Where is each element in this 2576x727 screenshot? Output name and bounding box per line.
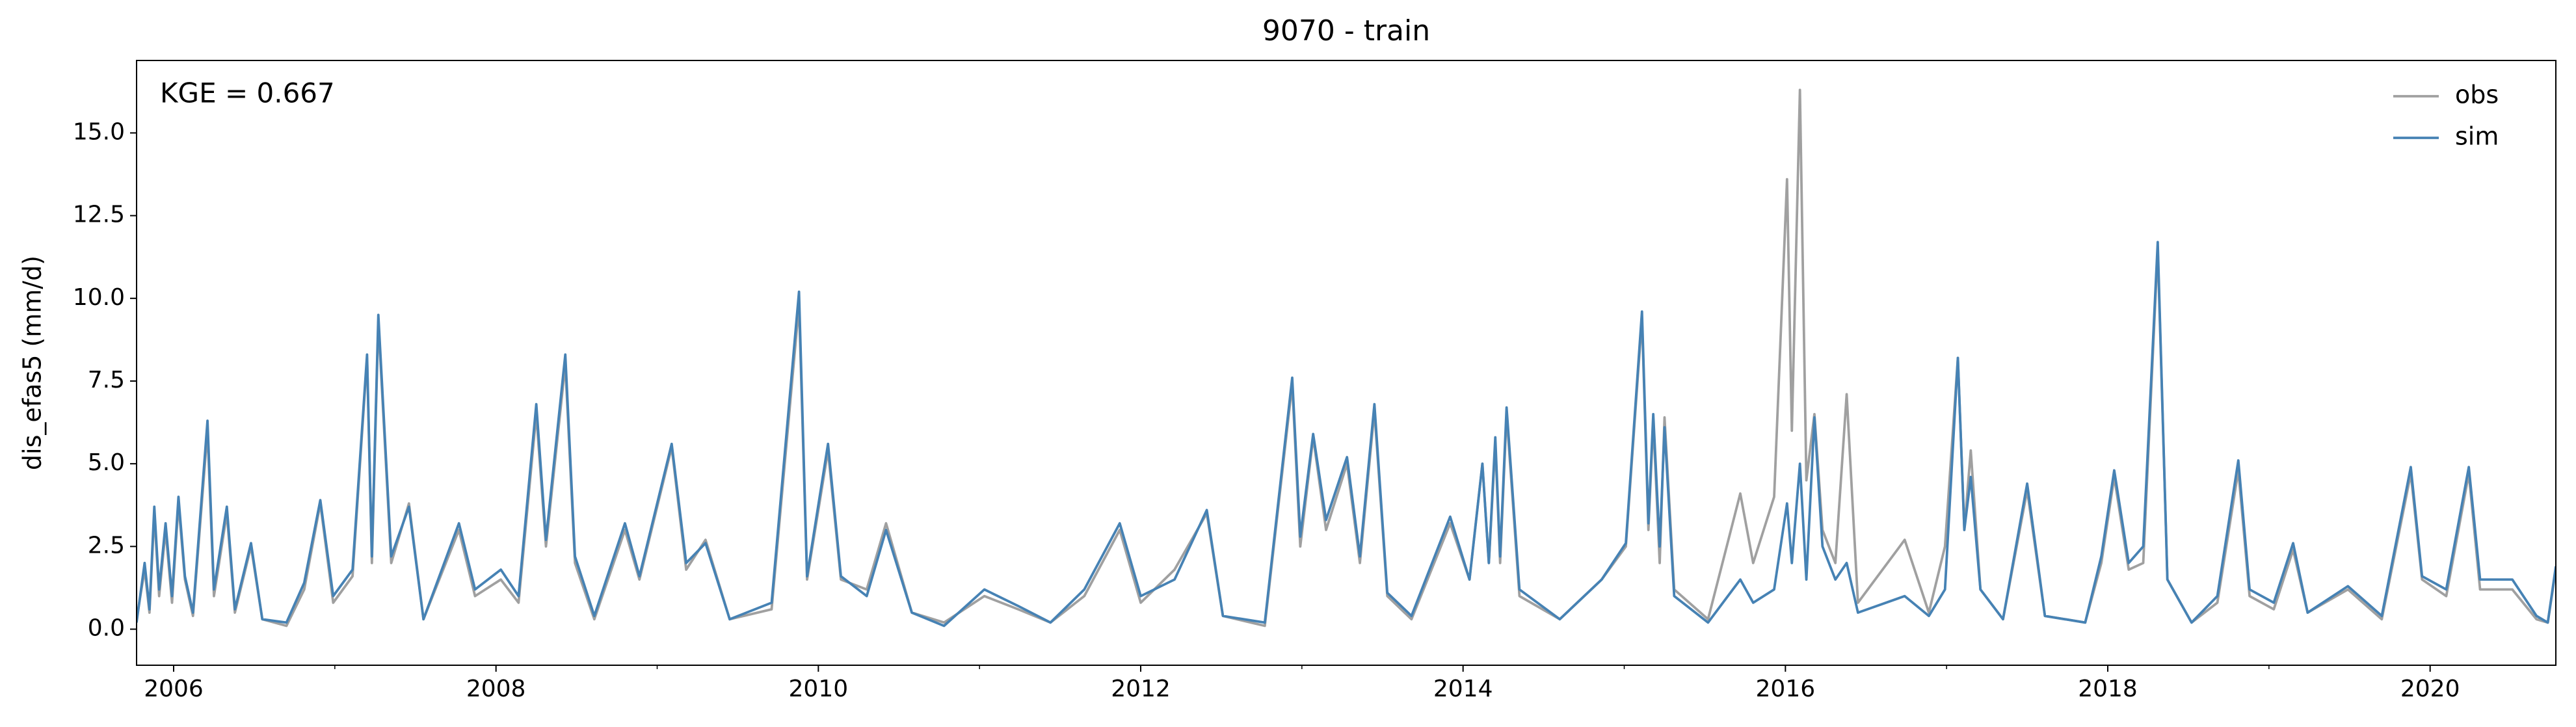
legend-label: obs	[2455, 81, 2499, 109]
x-tick-label: 2012	[1111, 676, 1171, 702]
legend-label: sim	[2455, 122, 2499, 151]
series-line	[137, 241, 2556, 628]
y-tick-label: 15.0	[73, 118, 125, 145]
chart-title: 9070 - train	[1262, 14, 1430, 47]
y-tick-label: 7.5	[88, 367, 125, 393]
annotation: KGE = 0.667	[160, 77, 335, 109]
x-tick-label: 2014	[1433, 676, 1493, 702]
x-tick-label: 2020	[2400, 676, 2460, 702]
plot-frame	[136, 60, 2556, 666]
y-tick-label: 0.0	[88, 615, 125, 642]
x-tick-label: 2010	[789, 676, 849, 702]
x-tick-label: 2016	[1756, 676, 1816, 702]
y-tick-label: 10.0	[73, 284, 125, 311]
x-tick-label: 2018	[2078, 676, 2138, 702]
x-tick-label: 2008	[466, 676, 526, 702]
x-tick-label: 2006	[144, 676, 204, 702]
series-line	[137, 88, 2556, 628]
y-tick-label: 12.5	[73, 202, 125, 228]
y-tick-label: 2.5	[88, 532, 125, 559]
y-axis-label: dis_efas5 (mm/d)	[18, 256, 47, 470]
y-tick-label: 5.0	[88, 449, 125, 476]
